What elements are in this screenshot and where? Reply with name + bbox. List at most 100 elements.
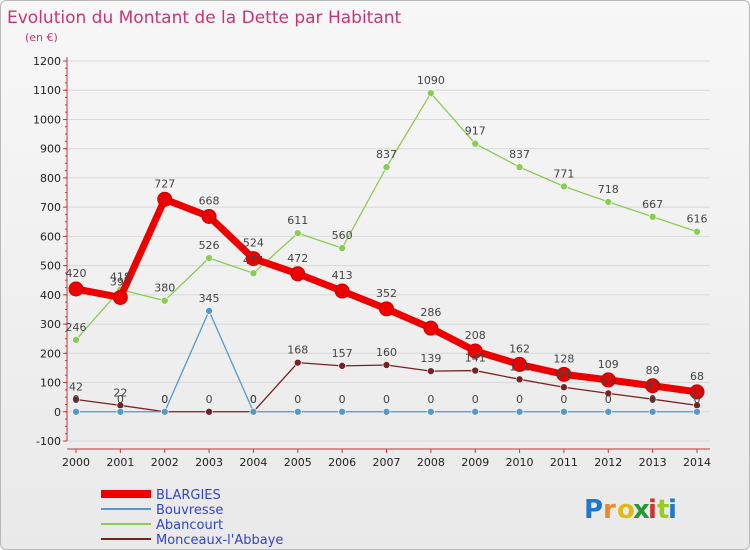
data-point	[423, 320, 439, 336]
data-point	[338, 407, 346, 416]
x-tick-label: 2003	[195, 456, 223, 469]
data-label: 0	[605, 393, 612, 406]
x-tick-label: 2009	[461, 456, 489, 469]
logo-letter: t	[657, 495, 669, 525]
data-label: 157	[332, 347, 353, 360]
data-label: 0	[161, 393, 168, 406]
legend-label: Bouvresse	[156, 503, 223, 518]
data-label: 109	[598, 358, 619, 371]
data-point	[515, 375, 524, 384]
x-tick-label: 2014	[683, 456, 711, 469]
data-label: 0	[694, 393, 701, 406]
data-point	[515, 163, 524, 171]
y-tick-label: 1200	[33, 55, 61, 68]
x-tick-label: 2010	[506, 456, 534, 469]
data-point	[249, 407, 258, 416]
legend: BLARGIESBouvresseAbancourtMonceaux-l'Abb…	[101, 488, 283, 548]
data-label: 286	[420, 306, 441, 319]
series-abancourt	[72, 89, 701, 344]
data-point	[648, 407, 657, 416]
data-label: 771	[553, 167, 574, 180]
data-point	[427, 89, 435, 97]
data-point	[471, 139, 480, 148]
data-point	[290, 266, 306, 282]
x-tick-label: 2012	[594, 456, 622, 469]
data-point	[512, 356, 528, 372]
data-label: 391	[110, 275, 131, 288]
data-point	[427, 407, 435, 416]
data-label: 1090	[417, 74, 445, 87]
y-tick-label: 1000	[33, 113, 61, 126]
y-tick-label: 500	[40, 260, 61, 273]
data-label: 0	[516, 393, 523, 406]
legend-label: Abancourt	[156, 518, 223, 533]
data-label: 0	[117, 393, 124, 406]
x-tick-label: 2000	[62, 456, 90, 469]
data-label: 380	[154, 282, 175, 295]
data-point	[604, 407, 613, 416]
data-label: 168	[287, 344, 308, 357]
data-point	[72, 407, 80, 416]
data-point	[72, 395, 80, 404]
legend-label: BLARGIES	[156, 488, 221, 503]
data-point	[293, 358, 302, 367]
data-label: 837	[376, 148, 397, 161]
data-point	[382, 361, 391, 369]
data-point	[645, 378, 661, 394]
data-point	[471, 366, 480, 375]
data-label: 0	[472, 393, 479, 406]
data-point	[249, 269, 258, 278]
data-point	[693, 227, 701, 236]
data-label: 0	[73, 393, 80, 406]
data-point	[293, 407, 302, 416]
data-point	[689, 384, 705, 400]
data-point	[205, 254, 213, 262]
data-label: 472	[287, 252, 308, 265]
data-label: 526	[199, 239, 220, 252]
data-point	[693, 407, 701, 416]
series-bouvresse	[72, 307, 701, 416]
data-point	[382, 407, 391, 416]
data-label: 246	[66, 321, 87, 334]
data-point	[560, 383, 568, 392]
data-label: 208	[465, 329, 486, 342]
data-label: 611	[287, 214, 308, 227]
x-tick-label: 2001	[106, 456, 134, 469]
logo-letter: x	[633, 495, 650, 525]
data-point	[338, 362, 346, 370]
data-label: 43	[646, 380, 660, 393]
data-label: 0	[649, 393, 656, 406]
data-label: 474	[243, 254, 264, 267]
y-tick-label: 800	[40, 172, 61, 185]
data-label: 63	[601, 374, 615, 387]
y-tick-label: 700	[40, 201, 61, 214]
data-label: 0	[161, 393, 168, 406]
x-tick-label: 2007	[373, 456, 401, 469]
data-point	[604, 389, 613, 398]
data-label: 0	[294, 393, 301, 406]
logo-letter: P	[584, 495, 603, 525]
y-tick-label: 0	[54, 406, 61, 419]
data-label: 68	[690, 370, 704, 383]
x-tick-label: 2011	[550, 456, 578, 469]
x-tick-label: 2002	[151, 456, 179, 469]
data-label: 917	[465, 125, 486, 138]
logo-letter: r	[603, 495, 616, 525]
data-label: 837	[509, 148, 530, 161]
logo-letter: i	[648, 495, 657, 525]
data-point	[382, 163, 391, 171]
series-blargies	[68, 191, 705, 400]
data-point	[560, 182, 568, 191]
data-point	[467, 343, 483, 359]
data-label: 139	[420, 352, 441, 365]
data-point	[157, 191, 173, 207]
data-point	[648, 213, 657, 221]
data-label: 413	[332, 269, 353, 282]
data-label: 89	[646, 364, 660, 377]
data-point	[205, 307, 213, 315]
data-label: 162	[509, 342, 530, 355]
data-label: 668	[199, 195, 220, 208]
